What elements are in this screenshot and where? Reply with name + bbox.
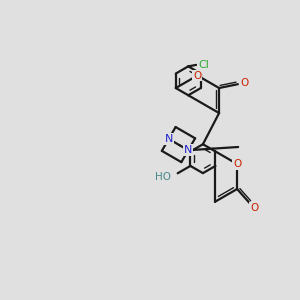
Text: O: O [233, 159, 241, 169]
Text: O: O [240, 78, 248, 88]
Text: O: O [250, 203, 258, 213]
Text: N: N [184, 145, 192, 155]
Text: HO: HO [155, 172, 171, 182]
Text: N: N [164, 134, 173, 144]
Text: O: O [193, 70, 202, 80]
Text: Cl: Cl [198, 60, 209, 70]
